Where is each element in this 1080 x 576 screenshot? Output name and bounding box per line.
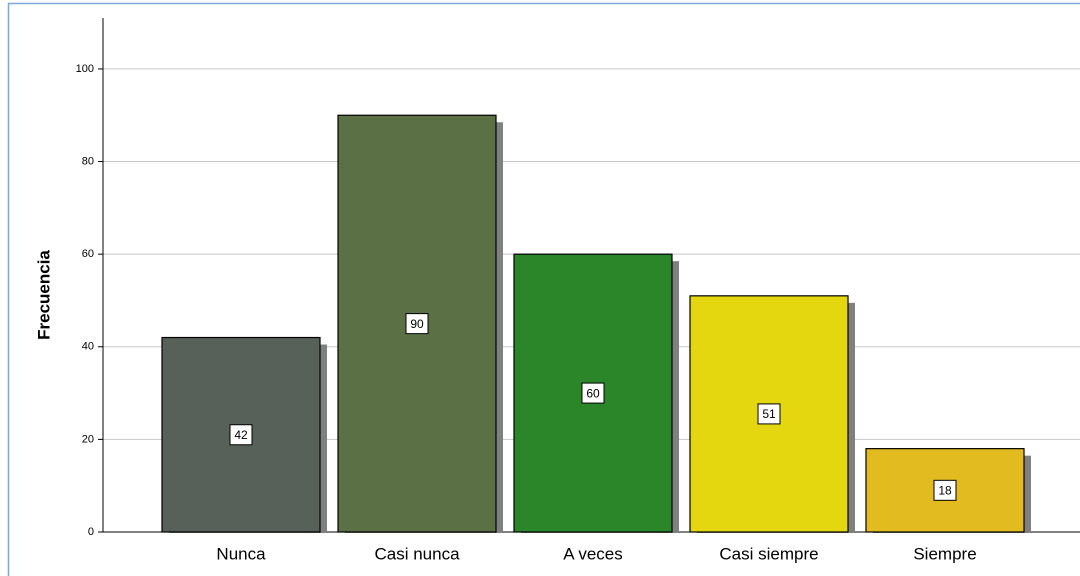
y-tick-label: 20: [82, 433, 94, 445]
y-tick-label: 0: [88, 526, 94, 538]
y-tick-label: 100: [76, 63, 94, 75]
x-tick-label: Nunca: [216, 544, 266, 563]
value-label-box: [405, 313, 429, 335]
value-label: 60: [586, 386, 600, 400]
x-tick-label: Casi nunca: [374, 544, 460, 563]
value-label: 90: [410, 317, 424, 331]
value-label-box: [933, 479, 957, 501]
x-tick-label: Siempre: [913, 544, 976, 563]
value-label-box: [757, 403, 781, 425]
y-tick-label: 40: [82, 341, 94, 353]
value-label-box: [229, 424, 253, 446]
y-axis-label: Frecuencia: [34, 250, 53, 340]
value-label: 18: [938, 483, 952, 497]
x-tick-label: A veces: [563, 544, 623, 563]
y-tick-label: 60: [82, 248, 94, 260]
y-tick-label: 80: [82, 155, 94, 167]
value-label: 42: [234, 428, 248, 442]
x-tick-label: Casi siempre: [719, 544, 818, 563]
value-label: 51: [762, 407, 776, 421]
value-label-box: [581, 382, 605, 404]
